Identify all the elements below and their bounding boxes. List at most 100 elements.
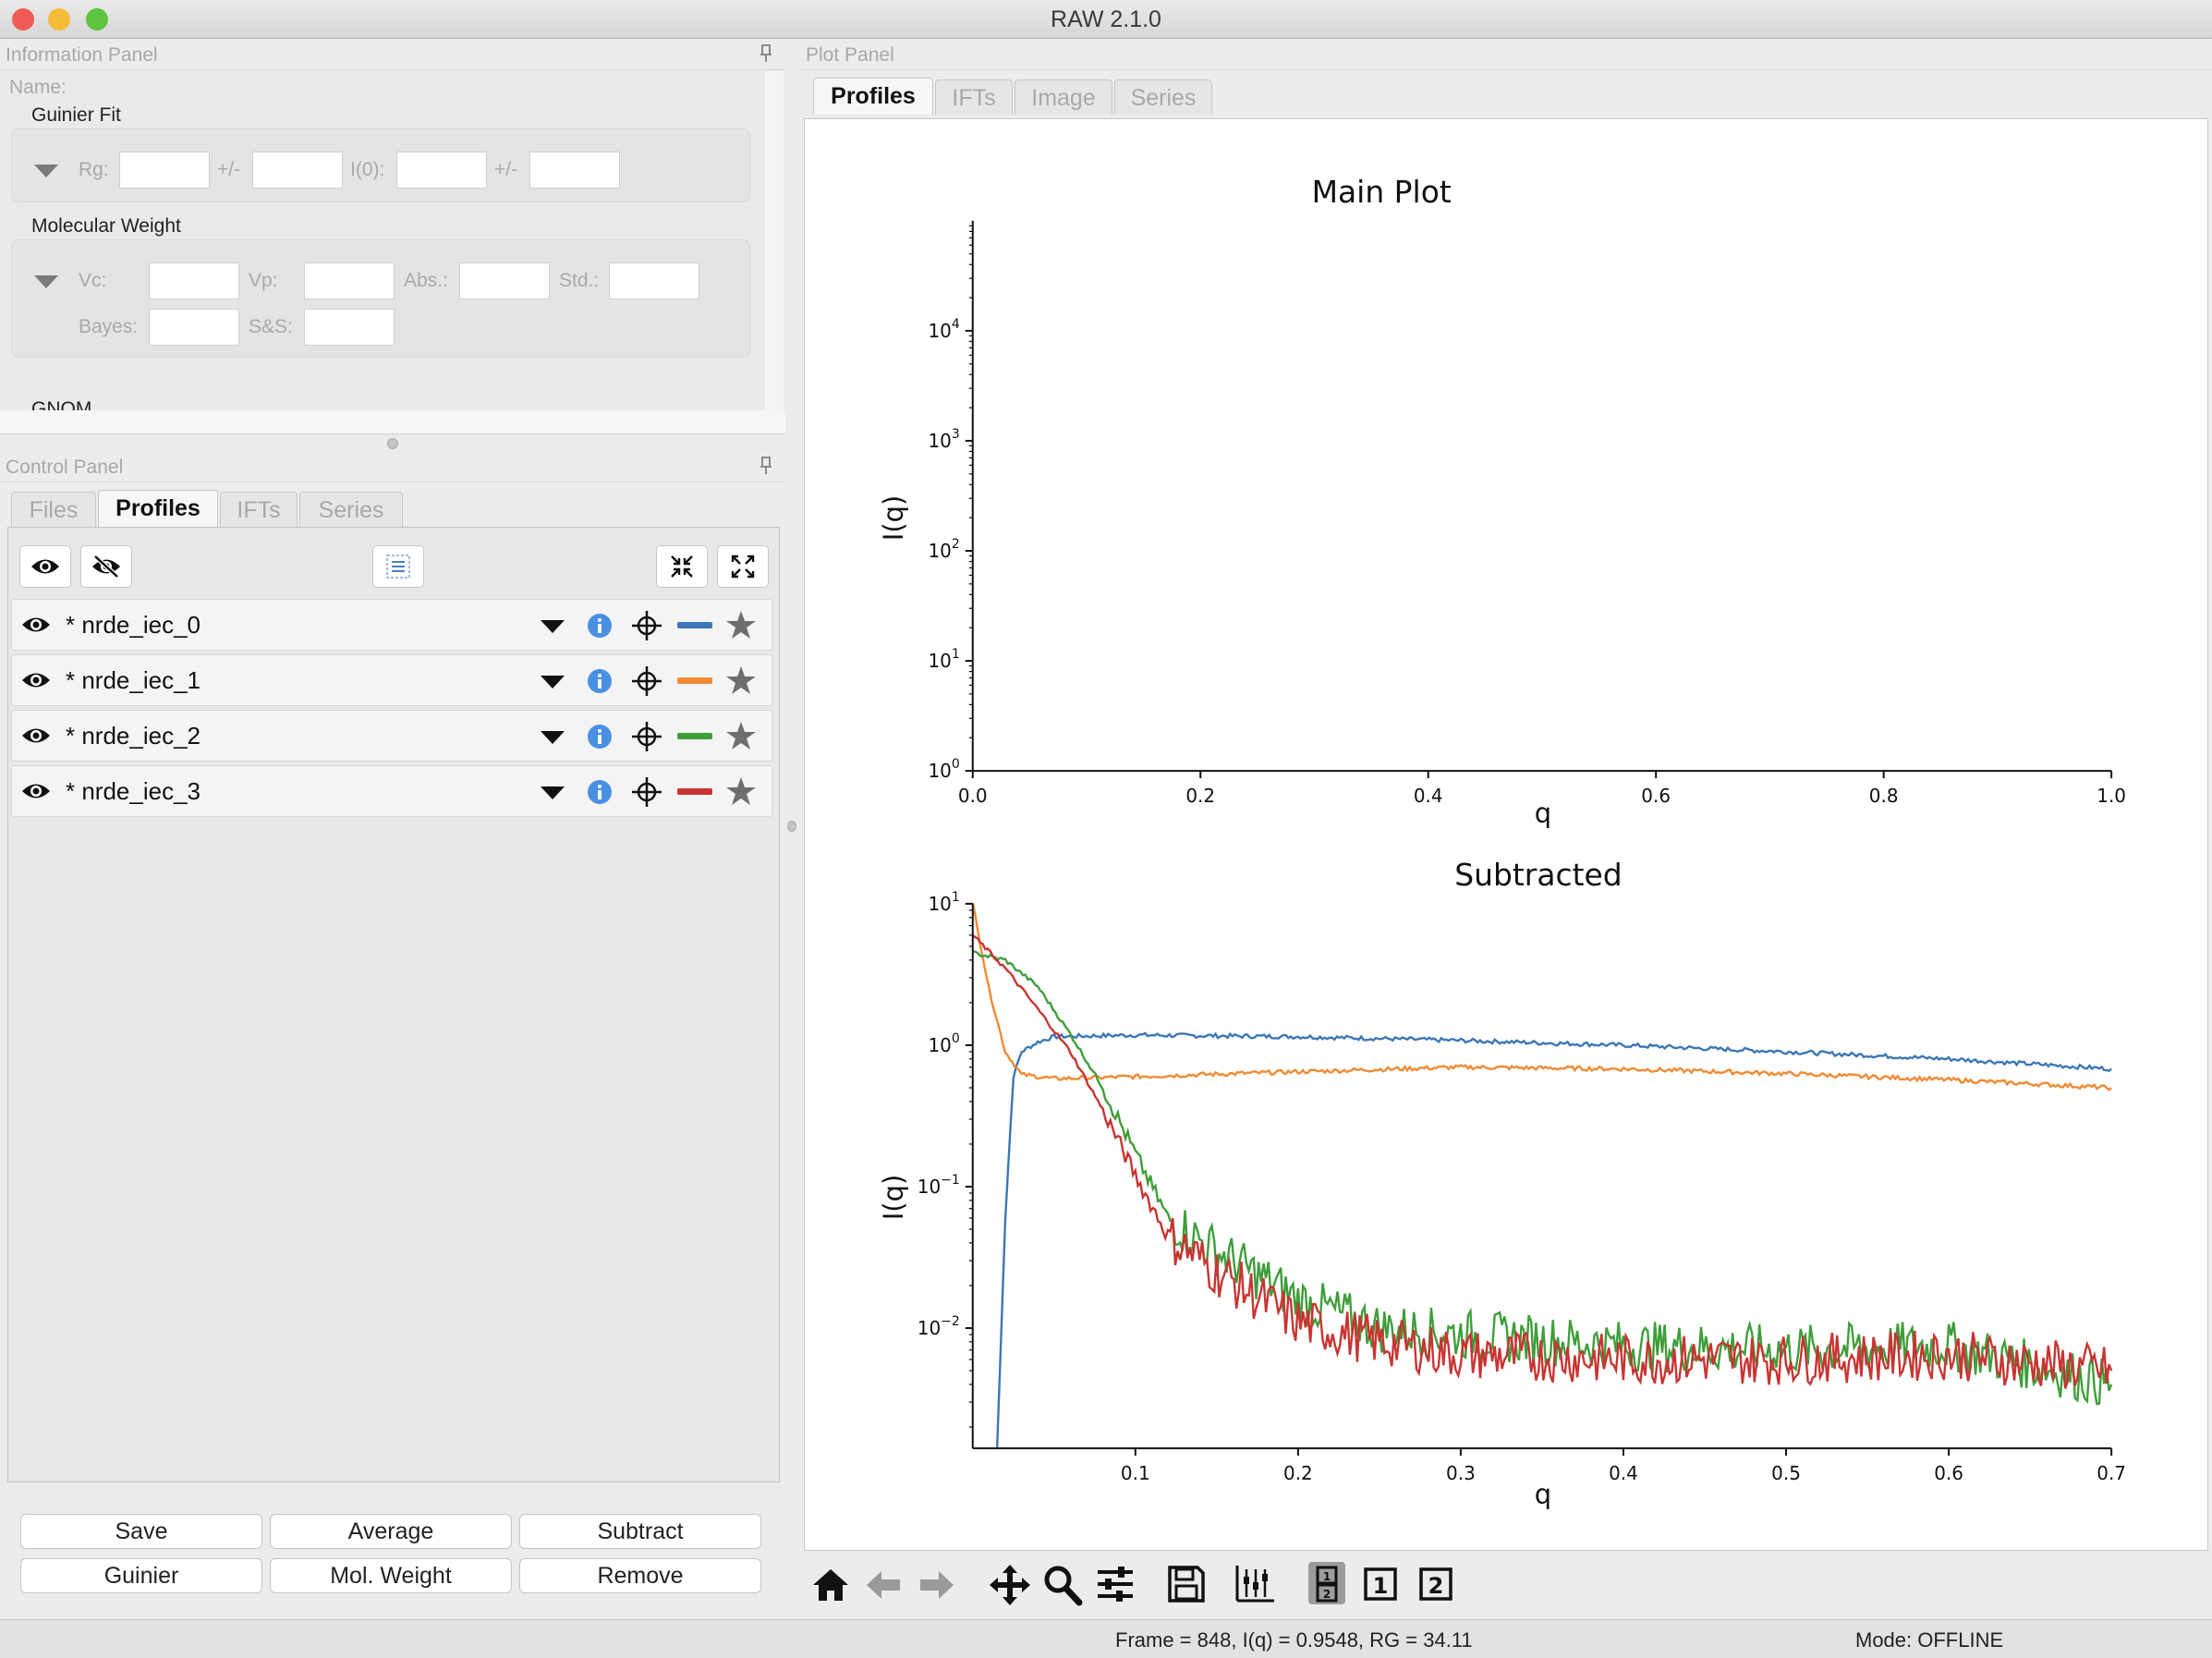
abs-field[interactable] <box>459 262 550 299</box>
eye-icon[interactable] <box>21 781 51 801</box>
save-figure-icon[interactable] <box>1168 1566 1205 1603</box>
plot-options-icon[interactable] <box>1234 1564 1277 1604</box>
abs-label: Abs.: <box>404 270 448 291</box>
y-tick-label: 103 <box>928 427 959 452</box>
crosshair-icon[interactable] <box>631 721 662 752</box>
info-icon[interactable] <box>587 779 613 805</box>
vc-field[interactable] <box>149 262 239 299</box>
info-panel-bottom-strip <box>0 410 785 434</box>
expand-all-button[interactable] <box>717 545 769 588</box>
plot-two-icon[interactable]: 2 <box>1419 1567 1452 1601</box>
vertical-splitter-handle[interactable] <box>787 821 796 832</box>
subtract-button[interactable]: Subtract <box>519 1514 761 1549</box>
save-button[interactable]: Save <box>20 1514 262 1549</box>
tab-plot-image[interactable]: Image <box>1015 79 1112 115</box>
tab-series[interactable]: Series <box>299 492 403 527</box>
collapse-all-button[interactable] <box>656 545 708 588</box>
zoom-magnifier-icon[interactable] <box>1042 1564 1083 1606</box>
std-field[interactable] <box>609 262 699 299</box>
tab-files[interactable]: Files <box>11 492 96 527</box>
info-icon[interactable] <box>587 613 613 639</box>
vp-field[interactable] <box>304 262 395 299</box>
guinier-button[interactable]: Guinier <box>20 1558 262 1593</box>
ss-field[interactable] <box>304 309 395 346</box>
molecular-weight-heading: Molecular Weight <box>31 215 181 237</box>
eye-icon[interactable] <box>21 670 51 690</box>
close-window-button[interactable] <box>12 8 34 30</box>
y-tick-label: 100 <box>928 757 959 782</box>
status-readout: Frame = 848, I(q) = 0.9548, RG = 34.11 <box>1115 1628 1473 1652</box>
info-icon[interactable] <box>587 724 613 750</box>
rg-label: Rg: <box>79 159 109 180</box>
line-color-swatch[interactable] <box>677 788 712 795</box>
tab-profiles[interactable]: Profiles <box>98 490 218 527</box>
eye-slash-icon <box>92 555 120 579</box>
show-all-button[interactable] <box>19 545 71 588</box>
profile-row[interactable]: * nrde_iec_1 <box>11 654 772 706</box>
y-tick-label: 10−1 <box>918 1173 960 1198</box>
select-all-button[interactable] <box>372 545 424 588</box>
home-icon[interactable] <box>811 1567 850 1603</box>
hide-all-button[interactable] <box>80 545 132 588</box>
profile-row[interactable]: * nrde_iec_2 <box>11 710 772 762</box>
dropdown-triangle-icon[interactable] <box>541 731 565 746</box>
line-color-swatch[interactable] <box>677 622 712 628</box>
y-tick-label: 104 <box>928 317 959 342</box>
plot-canvas[interactable]: Main Plot 0.0 0.2 0.4 0.6 0.8 1.0 100 101 102 10… <box>804 118 2208 1551</box>
collapse-triangle-icon[interactable] <box>34 165 58 179</box>
information-panel-header: Information Panel <box>0 41 785 70</box>
info-icon[interactable] <box>587 668 613 694</box>
minimize-window-button[interactable] <box>48 8 70 30</box>
rg-field[interactable] <box>119 152 210 189</box>
eye-icon[interactable] <box>21 725 51 746</box>
dropdown-triangle-icon[interactable] <box>541 620 565 635</box>
x-tick-label: 0.6 <box>1934 1462 1963 1484</box>
info-panel-scrollbar[interactable] <box>763 71 784 434</box>
line-color-swatch[interactable] <box>677 677 712 684</box>
status-mode: Mode: OFFLINE <box>1855 1628 2004 1652</box>
guinier-fit-heading: Guinier Fit <box>31 104 121 126</box>
subtracted-plot: Subtracted 0.1 0.2 0.3 0.4 0.5 0.6 0.7 101 100 1… <box>878 857 2126 1510</box>
star-icon[interactable] <box>725 609 757 640</box>
profile-row[interactable]: * nrde_iec_3 <box>11 765 772 817</box>
profile-row[interactable]: * nrde_iec_0 <box>11 599 772 651</box>
back-arrow-icon[interactable] <box>865 1569 902 1601</box>
x-tick-label: 0.4 <box>1609 1462 1638 1484</box>
star-icon[interactable] <box>725 775 757 807</box>
name-label: Name: <box>9 77 67 98</box>
horizontal-splitter-handle[interactable] <box>387 438 398 449</box>
star-icon[interactable] <box>725 664 757 696</box>
configure-sliders-icon[interactable] <box>1096 1566 1135 1603</box>
x-tick-label: 0.2 <box>1185 785 1215 807</box>
forward-arrow-icon[interactable] <box>918 1569 955 1601</box>
star-icon[interactable] <box>725 720 757 751</box>
i0-field[interactable] <box>396 152 487 189</box>
mol-weight-button[interactable]: Mol. Weight <box>270 1558 512 1593</box>
dropdown-triangle-icon[interactable] <box>541 676 565 690</box>
collapse-triangle-icon[interactable] <box>34 275 58 290</box>
crosshair-icon[interactable] <box>631 610 662 641</box>
pan-arrows-icon[interactable] <box>989 1564 1031 1606</box>
rg-error-field[interactable] <box>252 152 343 189</box>
tab-plot-series[interactable]: Series <box>1114 79 1212 115</box>
crosshair-icon[interactable] <box>631 776 662 808</box>
tab-plot-ifts[interactable]: IFTs <box>935 79 1013 115</box>
crosshair-icon[interactable] <box>631 665 662 697</box>
svg-text:2: 2 <box>1428 1573 1444 1599</box>
zoom-window-button[interactable] <box>86 8 108 30</box>
tab-ifts[interactable]: IFTs <box>220 492 298 527</box>
pin-icon[interactable] <box>760 44 772 67</box>
average-button[interactable]: Average <box>270 1514 512 1549</box>
x-tick-label: 0.1 <box>1121 1462 1150 1484</box>
tab-plot-profiles[interactable]: Profiles <box>813 78 933 115</box>
plot-one-icon[interactable]: 1 <box>1364 1567 1397 1601</box>
eye-icon[interactable] <box>21 615 51 635</box>
bayes-field[interactable] <box>149 309 239 346</box>
remove-button[interactable]: Remove <box>519 1558 761 1593</box>
pin-icon[interactable] <box>760 457 772 480</box>
dropdown-triangle-icon[interactable] <box>541 786 565 801</box>
y-tick-label: 10−2 <box>918 1314 960 1339</box>
i0-error-field[interactable] <box>529 152 620 189</box>
line-color-swatch[interactable] <box>677 733 712 739</box>
